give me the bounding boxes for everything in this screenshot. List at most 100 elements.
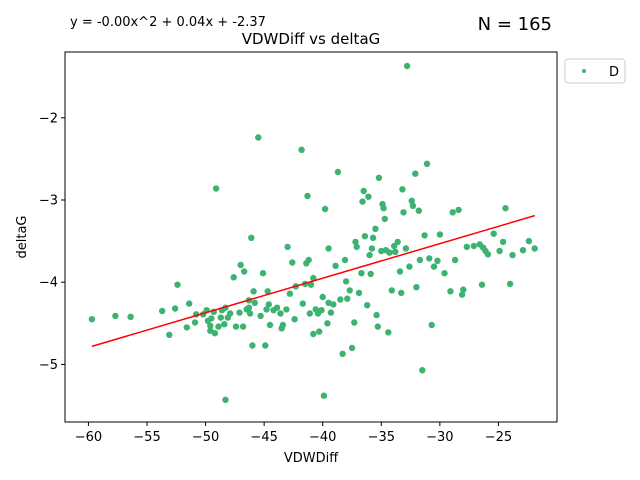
data-point-116	[388, 287, 395, 294]
data-point-58	[289, 259, 296, 266]
data-point-86	[341, 256, 349, 264]
data-point-111	[380, 205, 387, 212]
data-point-85	[339, 350, 346, 357]
x-tick-label: −30	[426, 430, 453, 445]
data-point-142	[447, 288, 454, 295]
data-point-129	[412, 170, 419, 177]
data-point-59	[291, 316, 298, 323]
data-point-88	[344, 295, 351, 302]
chart-title: VDWDiff vs deltaG	[242, 30, 381, 48]
data-point-98	[361, 233, 369, 240]
data-point-80	[327, 309, 335, 316]
data-point-18	[211, 330, 219, 337]
data-point-45	[262, 342, 269, 349]
data-point-164	[325, 245, 332, 252]
data-point-115	[386, 249, 393, 256]
data-point-40	[250, 288, 257, 295]
data-point-25	[222, 396, 229, 403]
data-point-33	[241, 268, 248, 275]
data-point-54	[279, 321, 287, 329]
data-point-77	[321, 205, 329, 213]
legend-box	[564, 58, 626, 84]
x-tick-label: −50	[192, 430, 219, 445]
data-point-52	[277, 310, 284, 317]
data-point-100	[365, 193, 372, 200]
x-tick-label: −45	[250, 430, 277, 445]
data-point-89	[346, 287, 353, 294]
data-point-160	[519, 247, 527, 254]
data-point-109	[378, 247, 385, 255]
data-point-82	[332, 262, 339, 269]
data-point-146	[458, 291, 466, 298]
data-point-61	[298, 146, 305, 153]
data-point-119	[394, 238, 401, 246]
data-point-76	[320, 392, 328, 399]
data-point-132	[416, 256, 424, 264]
data-point-124	[402, 245, 410, 252]
data-point-126	[406, 263, 413, 270]
data-point-163	[478, 281, 486, 288]
data-point-87	[342, 278, 350, 285]
data-point-36	[245, 304, 253, 311]
data-point-90	[348, 344, 356, 352]
fit-line	[91, 214, 535, 348]
data-point-47	[264, 288, 271, 295]
data-point-149	[470, 242, 477, 250]
data-point-122	[399, 186, 406, 193]
data-point-3	[159, 307, 166, 315]
data-point-69	[310, 274, 317, 282]
data-point-41	[251, 299, 258, 306]
x-tick-label: −60	[75, 430, 102, 445]
data-point-51	[273, 304, 281, 311]
data-point-20	[215, 323, 222, 330]
data-point-103	[368, 245, 376, 252]
data-point-135	[423, 160, 431, 167]
data-point-106	[373, 311, 380, 319]
sample-count-label: N = 165	[478, 14, 552, 35]
y-tick-label: −5	[39, 358, 58, 373]
data-point-73	[316, 328, 323, 335]
data-point-43	[257, 312, 264, 320]
fit-line-layer	[91, 214, 535, 348]
data-point-101	[366, 251, 373, 259]
data-point-138	[430, 263, 438, 270]
data-point-14	[207, 322, 214, 329]
data-point-125	[403, 62, 411, 70]
data-points	[88, 62, 538, 403]
y-axis-label: deltaG	[15, 216, 30, 259]
data-point-19	[212, 185, 220, 192]
data-point-123	[400, 209, 407, 216]
data-point-16	[208, 315, 215, 322]
data-point-30	[236, 309, 243, 316]
data-point-97	[360, 187, 367, 195]
data-point-145	[455, 206, 462, 214]
data-point-62	[299, 300, 306, 307]
data-point-4	[166, 331, 173, 338]
data-point-127	[408, 197, 415, 204]
data-point-81	[330, 301, 337, 308]
data-point-99	[364, 302, 371, 309]
data-point-155	[496, 247, 503, 255]
data-point-21	[217, 314, 224, 321]
data-point-162	[531, 245, 538, 252]
data-point-28	[230, 274, 237, 281]
data-point-6	[174, 281, 181, 288]
data-point-46	[263, 306, 270, 313]
data-point-128	[409, 202, 417, 209]
data-point-74	[318, 307, 325, 314]
data-point-5	[171, 305, 179, 312]
legend: D	[564, 58, 626, 84]
data-point-91	[351, 319, 358, 326]
x-tick-label: −40	[309, 430, 336, 445]
data-point-95	[358, 270, 365, 277]
x-axis-ticks: −60 −55 −50 −45 −40 −35 −30 −25	[75, 422, 512, 445]
data-point-137	[428, 321, 435, 329]
data-point-56	[284, 243, 291, 251]
data-point-84	[337, 296, 344, 303]
data-point-75	[319, 293, 326, 301]
data-point-8	[186, 300, 193, 307]
data-point-39	[249, 342, 256, 349]
data-point-2	[127, 313, 134, 320]
data-point-65	[304, 192, 311, 200]
data-point-94	[355, 289, 363, 297]
